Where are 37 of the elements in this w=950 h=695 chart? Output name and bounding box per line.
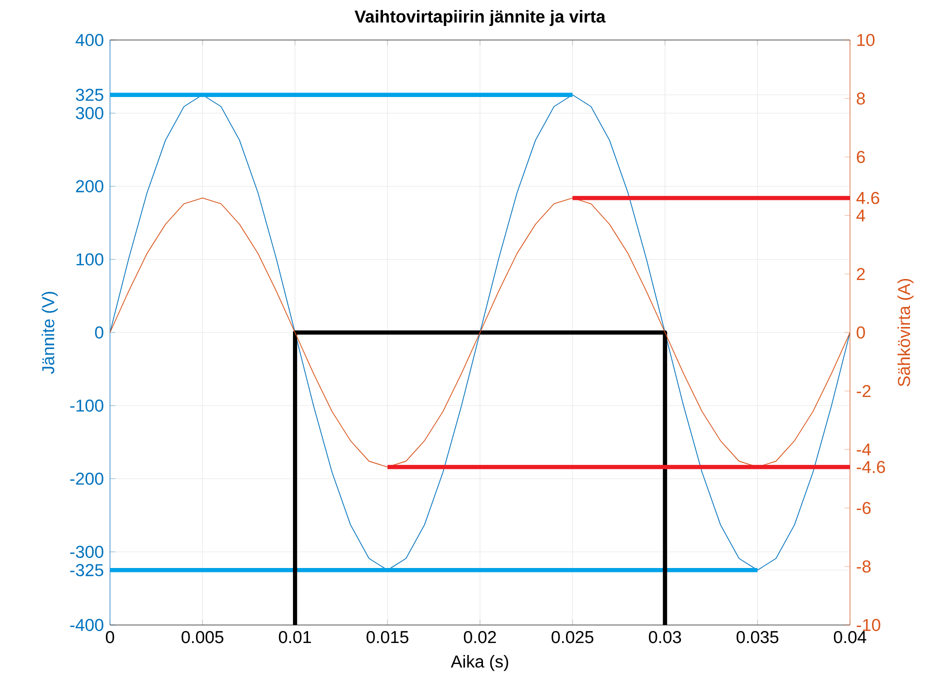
chart-title: Vaihtovirtapiirin jännite ja virta (354, 10, 606, 26)
y2-tick-label: 10 (857, 34, 875, 46)
y-tick-label: 325 (76, 88, 104, 101)
y-tick-label: 0 (95, 326, 104, 339)
y-tick-label: -300 (70, 546, 104, 558)
x-tick-label: 0.01 (278, 630, 311, 644)
y2-tick-label: -4 (856, 444, 871, 456)
x-tick-label: 0.005 (182, 630, 224, 644)
y2-tick-label: -6 (856, 502, 871, 514)
y2-tick-label: 6 (856, 150, 865, 164)
x-tick-label: 0.035 (736, 630, 778, 644)
x-tick-label: 0.02 (464, 630, 496, 644)
x-tick-label: 0.015 (366, 630, 408, 644)
y2-tick-label: 2 (856, 268, 865, 280)
y-tick-label: 200 (76, 180, 104, 192)
x-tick-label: 0.025 (552, 630, 594, 644)
y2-axis-title: Sähkövirta (A) (897, 278, 914, 386)
y-tick-label: -400 (70, 618, 104, 632)
y-tick-label: -100 (70, 400, 104, 412)
y-tick-label: 400 (76, 34, 104, 46)
x-axis-title: Aika (s) (450, 654, 508, 672)
y-axis-title: Jännite (V) (42, 292, 58, 374)
x-tick-label: 0.03 (648, 630, 682, 644)
y2-tick-label: 8 (856, 92, 865, 105)
y-tick-label: 100 (76, 253, 104, 266)
y2-tick-label: -4.6 (856, 460, 885, 474)
y-tick-label: 300 (76, 107, 104, 120)
y2-tick-label: -10 (856, 618, 880, 632)
y2-tick-label: 0 (856, 326, 865, 339)
y2-tick-label: 4.6 (856, 192, 880, 204)
y2-tick-label: 4 (856, 210, 866, 222)
y2-tick-label: -2 (856, 384, 870, 398)
y-tick-label: -200 (70, 472, 104, 485)
x-tick-label: 0.04 (834, 630, 866, 644)
x-tick-label: 0 (106, 630, 114, 644)
y-tick-label: -325 (70, 564, 104, 576)
y2-tick-label: -8 (856, 560, 871, 573)
